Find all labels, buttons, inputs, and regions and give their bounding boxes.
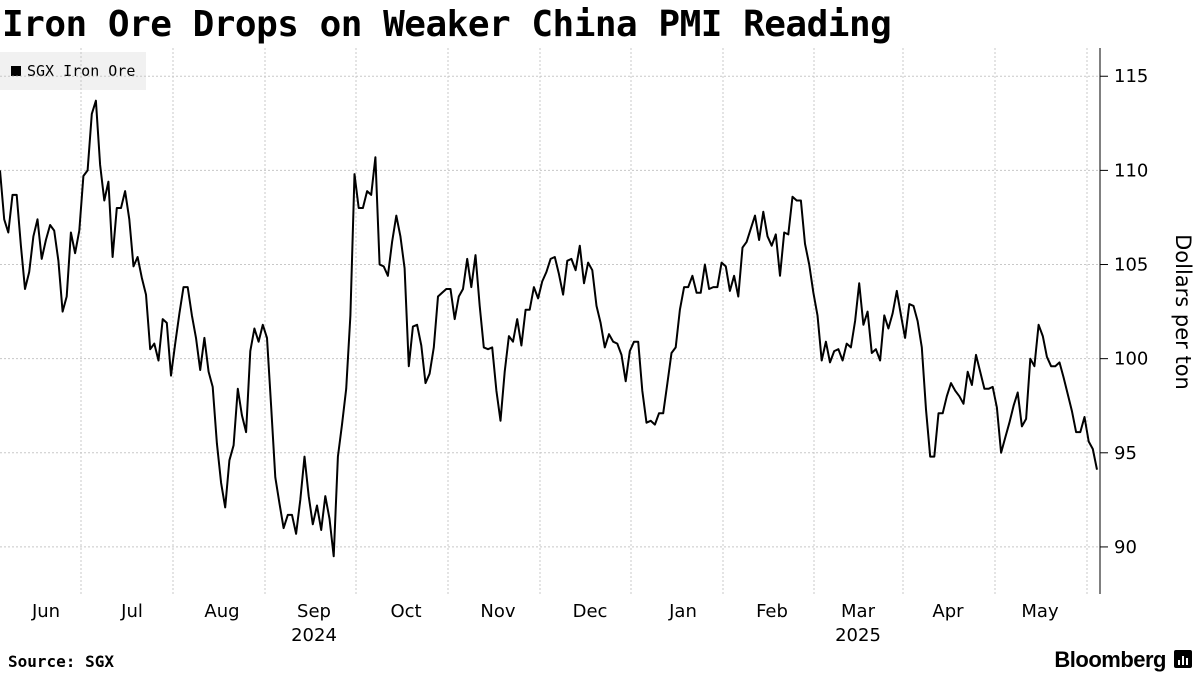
y-tick-label: 90 <box>1114 537 1137 558</box>
x-year-label: 2025 <box>835 625 881 646</box>
source-note: Source: SGX <box>8 652 114 671</box>
x-tick-label: Dec <box>573 601 608 622</box>
y-tick-label: 100 <box>1114 349 1148 370</box>
legend: SGX Iron Ore <box>0 52 147 90</box>
y-axis-title: Dollars per ton <box>1171 234 1195 390</box>
y-tick-label: 115 <box>1114 66 1148 87</box>
x-tick-label: Jun <box>31 601 60 622</box>
chart-title: Iron Ore Drops on Weaker China PMI Readi… <box>2 4 892 45</box>
brand-wordmark: Bloomberg <box>1054 647 1166 672</box>
legend-label-sgx-iron-ore: SGX Iron Ore <box>27 62 136 80</box>
x-tick-label: Sep <box>297 601 331 622</box>
legend-swatch <box>11 66 21 76</box>
x-tick-label: Feb <box>756 601 788 622</box>
x-tick-label: Jul <box>120 601 143 622</box>
x-tick-label: Oct <box>390 601 421 622</box>
x-tick-label: Mar <box>841 601 876 622</box>
bloomberg-terminal-icon <box>1174 650 1192 668</box>
x-tick-label: Aug <box>204 601 239 622</box>
x-year-label: 2024 <box>291 625 337 646</box>
y-tick-label: 110 <box>1114 160 1148 181</box>
x-tick-label: Nov <box>480 601 515 622</box>
x-tick-label: Jan <box>668 601 697 622</box>
series-line-sgx-iron-ore <box>0 99 1098 558</box>
y-tick-label: 95 <box>1114 443 1137 464</box>
x-tick-label: May <box>1021 601 1059 622</box>
y-tick-label: 105 <box>1114 255 1148 276</box>
x-tick-label: Apr <box>932 601 964 622</box>
